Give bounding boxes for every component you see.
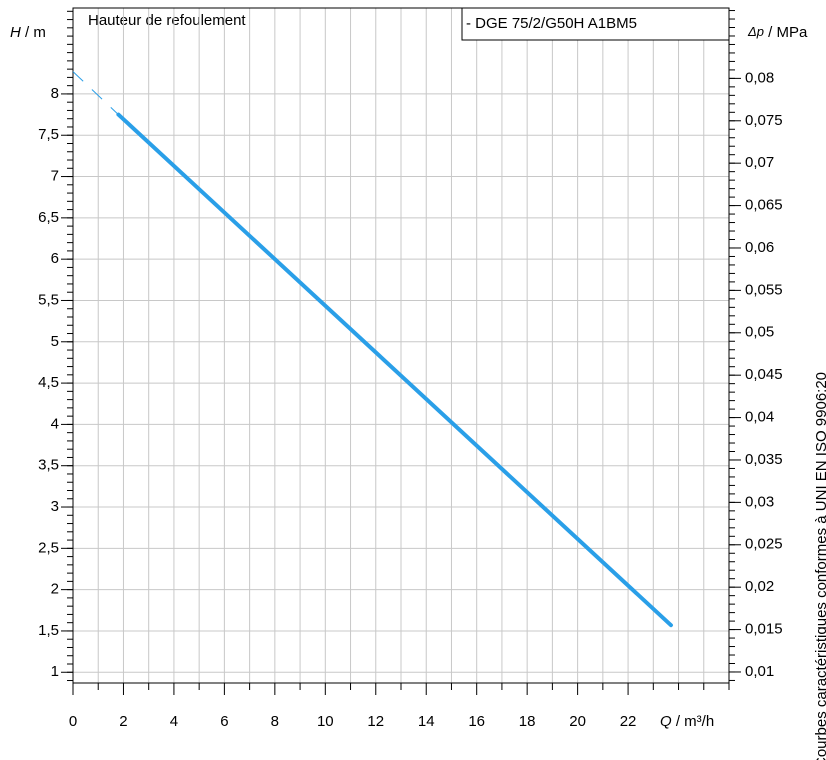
y-tick-label: 1 (51, 663, 59, 680)
y2-label-unit: / MPa (768, 24, 808, 41)
y-tick-label: 4 (51, 415, 59, 432)
y2-tick-label: 0,05 (745, 324, 774, 341)
y-tick-label: 2 (51, 581, 59, 598)
x-label-unit: / m³/h (676, 713, 714, 730)
y-tick-label: 4,5 (38, 374, 59, 391)
y-tick-label: 3,5 (38, 457, 59, 474)
y-tick-label: 2,5 (38, 539, 59, 556)
curve-segment (72, 71, 119, 115)
y-tick-label: 7,5 (38, 126, 59, 143)
y2-tick-label: 0,065 (745, 197, 783, 214)
y2-tick-label: 0,025 (745, 536, 783, 553)
y-label-unit: / m (25, 24, 46, 41)
x-tick-label: 2 (119, 713, 127, 730)
y-tick-label: 5,5 (38, 291, 59, 308)
y-tick-label: 7 (51, 168, 59, 185)
x-tick-label: 10 (317, 713, 334, 730)
y2-tick-label: 0,045 (745, 366, 783, 383)
x-axis-label: Q / m³/h (660, 713, 714, 730)
y2-label-symbol: Δp (747, 24, 764, 39)
y-axis-label: H / m (10, 24, 46, 41)
y-tick-label: 6 (51, 250, 59, 267)
x-tick-label: 6 (220, 713, 228, 730)
y-tick-label: 6,5 (38, 209, 59, 226)
y-label-symbol: H (10, 24, 21, 41)
chart-title: Hauteur de refoulement (88, 12, 246, 29)
y-tick-label: 8 (51, 85, 59, 102)
x-tick-label: 22 (620, 713, 637, 730)
y-tick-label: 1,5 (38, 622, 59, 639)
y2-tick-label: 0,07 (745, 154, 774, 171)
y2-tick-label: 0,03 (745, 493, 774, 510)
y-tick-label: 5 (51, 333, 59, 350)
plot-frame (72, 7, 730, 684)
y2-tick-label: 0,08 (745, 69, 774, 86)
y2-tick-label: 0,035 (745, 451, 783, 468)
side-note: Courbes caractéristiques conformes à UNI… (813, 372, 826, 760)
y2-tick-label: 0,04 (745, 409, 774, 426)
y2-axis-label: Δp / MPa (747, 24, 808, 41)
y-tick-label: 3 (51, 498, 59, 515)
x-tick-label: 18 (519, 713, 536, 730)
y2-tick-label: 0,06 (745, 239, 774, 256)
legend-box (461, 7, 730, 41)
x-tick-label: 0 (69, 713, 77, 730)
x-tick-label: 20 (569, 713, 586, 730)
y2-tick-label: 0,01 (745, 663, 774, 680)
x-tick-label: 12 (367, 713, 384, 730)
x-tick-label: 4 (170, 713, 178, 730)
y2-tick-label: 0,075 (745, 112, 783, 129)
legend-entry: - DGE 75/2/G50H A1BM5 (466, 15, 637, 32)
y2-tick-label: 0,02 (745, 578, 774, 595)
x-tick-label: 8 (271, 713, 279, 730)
x-label-symbol: Q (660, 713, 672, 730)
x-tick-label: 16 (468, 713, 485, 730)
x-tick-label: 14 (418, 713, 435, 730)
curve-segment (116, 112, 673, 628)
y2-tick-label: 0,015 (745, 621, 783, 638)
y2-tick-label: 0,055 (745, 281, 783, 298)
